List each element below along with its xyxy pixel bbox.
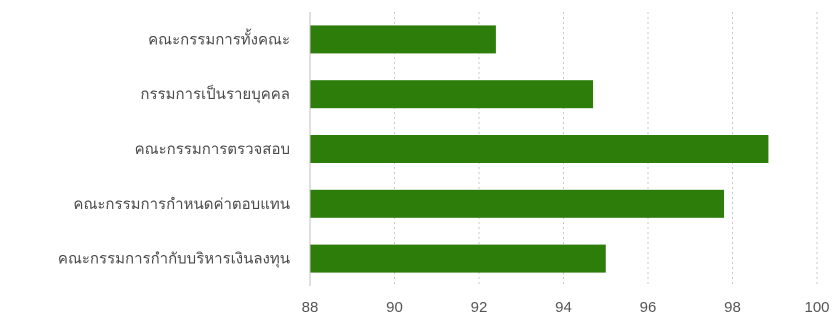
category-labels: คณะกรรมการทั้งคณะกรรมการเป็นรายบุคคลคณะก…	[58, 28, 290, 268]
bar	[310, 189, 725, 218]
bars	[310, 25, 769, 273]
bar	[310, 25, 496, 54]
category-label: คณะกรรมการทั้งคณะ	[148, 28, 290, 48]
tick-label: 94	[555, 299, 572, 316]
category-label: คณะกรรมการกำกับบริหารเงินลงทุน	[58, 250, 290, 269]
tick-label: 98	[724, 299, 741, 316]
category-label: คณะกรรมการกำหนดค่าตอบแทน	[73, 195, 290, 213]
bar	[310, 244, 606, 273]
x-axis-tick-labels: 88 90 92 94 96 98 100	[302, 299, 830, 316]
bar	[310, 80, 594, 109]
tick-label: 96	[640, 299, 657, 316]
category-label: คณะกรรมการตรวจสอบ	[135, 140, 290, 158]
category-label: กรรมการเป็นรายบุคคล	[140, 84, 290, 104]
tick-label: 88	[302, 299, 319, 316]
tick-label: 92	[471, 299, 488, 316]
tick-label: 90	[386, 299, 403, 316]
bar	[310, 135, 769, 163]
tick-label: 100	[804, 299, 829, 316]
